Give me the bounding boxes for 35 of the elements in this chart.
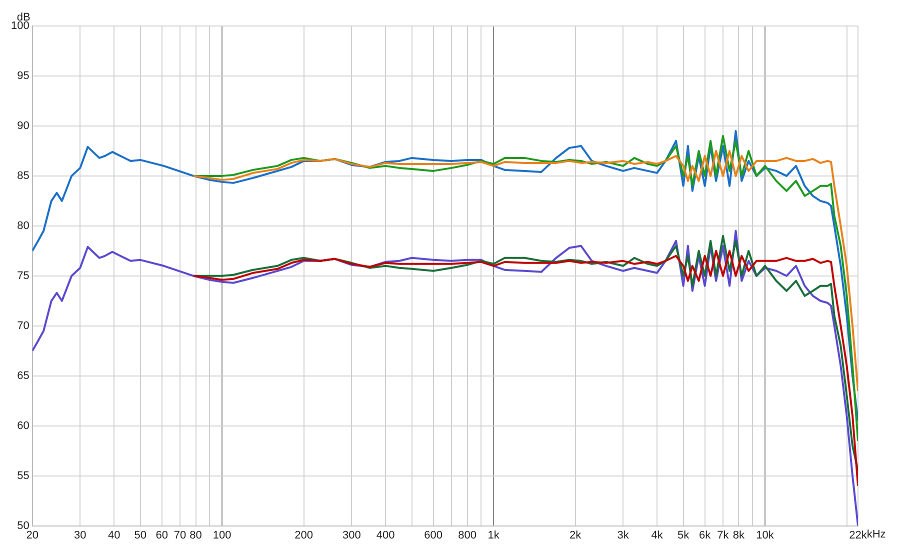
x-axis-title: kHz (866, 528, 886, 540)
x-tick-label: 70 (174, 529, 186, 542)
x-tick-label: 1k (488, 529, 500, 542)
y-tick-label: 50 (17, 520, 30, 532)
y-tick-label: 65 (17, 370, 30, 382)
y-tick-label: 55 (17, 470, 30, 482)
x-tick-label: 300 (342, 529, 361, 542)
x-tick-label: 50 (134, 529, 147, 542)
x-tick-label: 2k (569, 529, 582, 542)
x-tick-label: 30 (74, 529, 86, 542)
x-tick-label: 10k (756, 529, 774, 542)
y-tick-label: 90 (17, 120, 30, 132)
x-tick-label: 22k (849, 529, 868, 542)
x-tick-label: 800 (458, 529, 476, 542)
y-tick-label: 95 (17, 70, 30, 82)
x-tick-label: 20 (26, 529, 38, 542)
y-tick-label: 75 (17, 270, 30, 282)
x-tick-label: 40 (108, 529, 120, 542)
x-tick-label: 7k (717, 529, 730, 542)
x-tick-label: 600 (424, 529, 443, 542)
x-tick-label: 60 (156, 529, 168, 542)
x-tick-label: 100 (212, 529, 232, 542)
y-tick-label: 80 (17, 220, 30, 232)
x-tick-label: 5k (678, 529, 690, 542)
y-tick-label: 60 (17, 420, 30, 432)
x-tick-label: 3k (617, 529, 630, 542)
x-tick-label: 400 (376, 529, 395, 542)
x-tick-label: 80 (190, 529, 202, 542)
x-tick-label: 6k (699, 529, 712, 542)
x-tick-label: 4k (651, 529, 664, 542)
y-tick-label: 100 (10, 20, 30, 32)
y-tick-label: 70 (17, 320, 30, 332)
x-tick-label: 8k (732, 529, 746, 542)
y-tick-label: 85 (17, 170, 30, 182)
x-tick-label: 200 (294, 529, 314, 542)
